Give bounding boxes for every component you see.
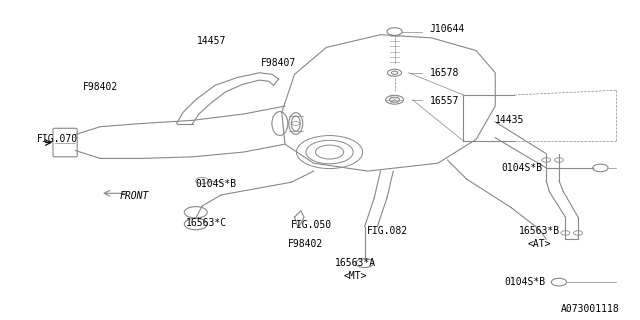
Text: A073001118: A073001118	[561, 304, 620, 314]
Text: 16563*C: 16563*C	[186, 219, 227, 228]
Text: 0104S*B: 0104S*B	[196, 179, 237, 189]
Text: 14457: 14457	[197, 36, 227, 46]
Text: 16578: 16578	[429, 68, 459, 78]
Text: 16563*B: 16563*B	[519, 226, 561, 236]
Text: J10644: J10644	[429, 24, 465, 34]
Text: F98402: F98402	[288, 239, 323, 249]
Text: FIG.070: FIG.070	[36, 134, 77, 144]
Text: F98407: F98407	[261, 58, 296, 68]
Text: FIG.050: FIG.050	[291, 220, 332, 230]
Text: 0104S*B: 0104S*B	[505, 277, 546, 287]
Text: <MT>: <MT>	[343, 271, 367, 281]
Text: FIG.082: FIG.082	[367, 226, 408, 236]
Text: <AT>: <AT>	[528, 239, 552, 249]
Text: 0104S*B: 0104S*B	[502, 163, 543, 173]
Text: 14435: 14435	[495, 115, 525, 125]
Text: F98402: F98402	[83, 82, 118, 92]
Text: 16557: 16557	[429, 96, 459, 106]
Text: FRONT: FRONT	[119, 191, 148, 202]
Text: 16563*A: 16563*A	[335, 258, 376, 268]
